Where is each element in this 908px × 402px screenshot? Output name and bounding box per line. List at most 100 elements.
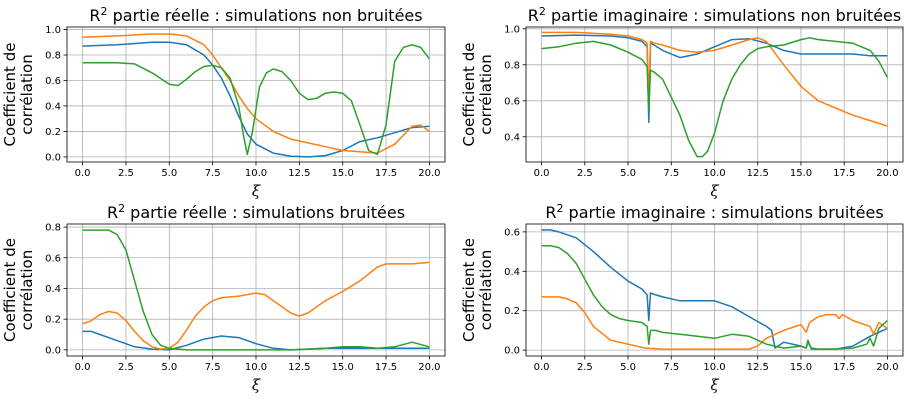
x-tick-label: 2.5 (118, 362, 134, 373)
x-tick-label: 5.0 (161, 362, 177, 373)
title-superscript: 2 (556, 202, 563, 215)
y-tick-label: 0.0 (504, 346, 520, 357)
y-tick-label: 0.6 (504, 227, 520, 238)
y-tick-label: 0.2 (45, 315, 61, 326)
title-superscript: 2 (118, 202, 125, 215)
x-tick-label: 7.5 (205, 362, 221, 373)
y-tick-label: 0.2 (45, 127, 61, 138)
title-base: R (89, 6, 100, 25)
title-base: R (107, 203, 118, 222)
series-line-3 (82, 44, 430, 156)
title-text: partie imaginaire : simulations bruitées (563, 203, 883, 222)
y-axis-label: Coefficient decorrélation (460, 238, 495, 342)
x-tick-label: 20.0 (418, 168, 440, 179)
x-axis-label: ξ (252, 182, 261, 200)
series-line-2 (541, 31, 888, 127)
y-axis-label: Coefficient decorrélation (460, 43, 495, 147)
x-tick-label: 17.5 (833, 362, 855, 373)
series-line-2 (82, 261, 430, 350)
title-base: R (545, 203, 556, 222)
subplot-2: 0.0 2.5 5.0 7.5 10.0 12.5 15.0 17.5 20.0 0.4 0.6 0.… (460, 5, 904, 200)
y-axis-label-line: corrélation (18, 250, 36, 331)
x-tick-label: 7.5 (663, 168, 679, 179)
series-line-2 (541, 296, 888, 350)
chart-title: R2 partie réelle : simulations non bruit… (89, 5, 422, 25)
x-tick-label: 5.0 (620, 362, 636, 373)
x-tick-label: 10.0 (245, 168, 267, 179)
title-text: partie réelle : simulations non bruitées (108, 6, 423, 25)
x-tick-label: 17.5 (375, 362, 397, 373)
title-superscript: 2 (101, 5, 108, 18)
subplot-4: 0.0 2.5 5.0 7.5 10.0 12.5 15.0 17.5 20.0 0.0 0.2 0.… (460, 202, 904, 394)
series-line-3 (541, 37, 889, 158)
x-tick-label: 7.5 (663, 362, 679, 373)
series-line-2 (82, 33, 430, 154)
x-tick-label: 10.0 (703, 362, 725, 373)
x-tick-label: 12.5 (747, 168, 769, 179)
y-tick-label: 0.6 (45, 253, 61, 264)
x-tick-label: 17.5 (833, 168, 855, 179)
x-tick-label: 0.0 (75, 362, 91, 373)
x-tick-label: 15.0 (332, 168, 354, 179)
title-text: partie imaginaire : simulations non brui… (546, 6, 901, 25)
y-axis-label: Coefficient decorrélation (1, 238, 36, 342)
y-axis-label-line: Coefficient de (460, 238, 478, 342)
x-axis-label: ξ (710, 182, 719, 200)
series-line-1 (82, 41, 430, 158)
x-tick-label: 20.0 (876, 168, 898, 179)
x-tick-label: 5.0 (620, 168, 636, 179)
y-tick-label: 0.2 (504, 306, 520, 317)
y-tick-label: 0.6 (45, 76, 61, 87)
y-axis-label-line: corrélation (477, 54, 495, 135)
y-tick-label: 0.4 (45, 284, 61, 295)
y-axis-label-line: Coefficient de (1, 238, 19, 342)
y-tick-label: 1.0 (45, 25, 61, 36)
x-axis-label: ξ (710, 376, 719, 394)
x-tick-label: 2.5 (118, 168, 134, 179)
x-tick-label: 10.0 (703, 168, 725, 179)
y-tick-label: 0.4 (504, 267, 520, 278)
chart-title: R2 partie imaginaire : simulations bruit… (545, 202, 883, 222)
x-tick-label: 17.5 (375, 168, 397, 179)
x-tick-label: 20.0 (876, 362, 898, 373)
series-line-1 (541, 34, 888, 124)
x-tick-label: 15.0 (790, 362, 812, 373)
x-tick-label: 0.0 (534, 168, 550, 179)
y-tick-label: 0.8 (45, 51, 61, 62)
title-text: partie réelle : simulations bruitées (125, 203, 405, 222)
x-tick-label: 20.0 (418, 362, 440, 373)
x-axis-label: ξ (252, 376, 261, 394)
x-tick-label: 2.5 (577, 168, 593, 179)
y-tick-label: 0.8 (45, 223, 61, 234)
y-tick-label: 0.4 (45, 101, 61, 112)
series-line-3 (541, 244, 888, 350)
x-tick-label: 15.0 (332, 362, 354, 373)
x-tick-label: 12.5 (288, 362, 310, 373)
subplot-1: 0.0 2.5 5.0 7.5 10.0 12.5 15.0 17.5 20.0 0.0 0.2 0.… (1, 5, 446, 200)
y-tick-label: 0.8 (504, 60, 520, 71)
y-axis-label-line: Coefficient de (460, 43, 478, 147)
y-axis-label-line: corrélation (18, 54, 36, 135)
y-axis-label-line: Coefficient de (1, 43, 19, 147)
x-tick-label: 0.0 (534, 362, 550, 373)
y-axis-label-line: corrélation (477, 250, 495, 331)
series-line-3 (82, 229, 430, 351)
x-tick-label: 15.0 (790, 168, 812, 179)
x-tick-label: 7.5 (205, 168, 221, 179)
x-tick-label: 0.0 (75, 168, 91, 179)
y-tick-label: 1.0 (504, 24, 520, 35)
y-tick-label: 0.6 (504, 96, 520, 107)
x-tick-label: 12.5 (288, 168, 310, 179)
y-tick-label: 0.0 (45, 345, 61, 356)
chart-title: R2 partie réelle : simulations bruitées (107, 202, 405, 222)
subplot-3: 0.0 2.5 5.0 7.5 10.0 12.5 15.0 17.5 20.0 0.0 0.2 0.… (1, 202, 446, 394)
y-tick-label: 0.4 (504, 132, 520, 143)
x-tick-label: 12.5 (747, 362, 769, 373)
title-superscript: 2 (539, 5, 546, 18)
y-axis-label: Coefficient decorrélation (1, 43, 36, 147)
chart-title: R2 partie imaginaire : simulations non b… (528, 5, 901, 25)
x-tick-label: 2.5 (577, 362, 593, 373)
x-tick-label: 5.0 (161, 168, 177, 179)
y-tick-label: 0.0 (45, 152, 61, 163)
